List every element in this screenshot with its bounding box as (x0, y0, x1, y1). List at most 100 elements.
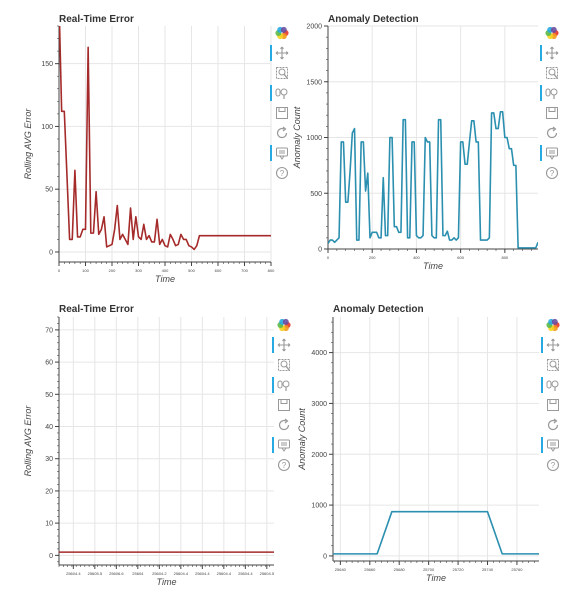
hover-tool-icon (547, 439, 559, 452)
chart-svg[interactable]: 0 500 1000 1500 2000 0 200 400 600 800 Time Anomaly… (290, 0, 578, 290)
chart-svg[interactable]: 0 1000 2000 3000 4000 25640 25660 25680 25700 257… (297, 297, 578, 594)
y-tick-label: 1000 (311, 503, 327, 510)
help-tool-button[interactable]: ? (540, 165, 562, 181)
x-tick-label: 25604.4 (217, 571, 232, 576)
chart-svg[interactable]: 0 10 20 30 40 50 60 70 25604.4 25605.5 25606.6 2560… (0, 297, 297, 594)
box-zoom-tool-button[interactable] (540, 65, 562, 81)
bokeh-logo-icon (277, 318, 291, 332)
bokeh-logo-icon (546, 318, 560, 332)
bokeh-logo-button[interactable] (270, 25, 292, 41)
x-tick-label: 25700 (423, 567, 435, 572)
pan-tool-button[interactable] (272, 337, 294, 353)
active-tool-indicator (270, 145, 272, 161)
x-tick-label: 400 (162, 268, 169, 273)
x-tick-label: 700 (241, 268, 248, 273)
wheel-zoom-tool-button[interactable] (270, 85, 292, 101)
y-tick-label: 1500 (306, 79, 322, 86)
active-tool-indicator (541, 437, 543, 453)
pan-tool-icon (545, 46, 559, 60)
active-tool-indicator (270, 85, 272, 101)
y-tick-label: 2000 (311, 452, 327, 459)
save-tool-icon (547, 399, 559, 411)
reset-tool-button[interactable] (540, 125, 562, 141)
x-axis-title: Time (426, 573, 446, 583)
chart-panel-real-time-error-bottom: Real-Time Error 0 10 20 30 40 50 60 70 25604.4 25… (0, 297, 297, 594)
reset-tool-icon (547, 418, 559, 431)
active-tool-indicator (541, 377, 543, 393)
hover-tool-button[interactable] (541, 437, 563, 453)
hover-tool-icon (278, 439, 290, 452)
x-tick-label: 200 (369, 255, 376, 260)
svg-text:?: ? (280, 169, 285, 178)
y-tick-label: 2000 (306, 24, 322, 31)
y-tick-label: 30 (45, 456, 53, 463)
y-tick-label: 60 (45, 360, 53, 367)
chart-title: Anomaly Detection (328, 14, 419, 25)
y-tick-label: 100 (41, 124, 53, 131)
wheel-zoom-tool-icon (275, 88, 288, 99)
bokeh-logo-icon (545, 26, 559, 40)
y-tick-label: 70 (45, 327, 53, 334)
wheel-zoom-tool-button[interactable] (541, 377, 563, 393)
box-zoom-tool-icon (547, 359, 559, 371)
save-tool-button[interactable] (541, 397, 563, 413)
active-tool-indicator (272, 437, 274, 453)
x-tick-label: 25604.4 (238, 571, 253, 576)
active-tool-indicator (541, 337, 543, 353)
save-tool-icon (278, 399, 290, 411)
x-tick-label: 25604.2 (152, 571, 167, 576)
box-zoom-tool-button[interactable] (272, 357, 294, 373)
hover-tool-button[interactable] (272, 437, 294, 453)
hover-tool-button[interactable] (540, 145, 562, 161)
x-tick-label: 600 (457, 255, 464, 260)
y-tick-label: 0 (49, 249, 53, 256)
help-tool-button[interactable]: ? (270, 165, 292, 181)
hover-tool-button[interactable] (270, 145, 292, 161)
save-tool-button[interactable] (270, 105, 292, 121)
pan-tool-button[interactable] (540, 45, 562, 61)
svg-text:?: ? (550, 169, 555, 178)
box-zoom-tool-button[interactable] (541, 357, 563, 373)
chart-panel-anomaly-detection-top: Anomaly Detection 0 500 1000 1500 2000 0 200 40… (290, 0, 578, 290)
chart-panel-anomaly-detection-bottom: Anomaly Detection 0 1000 2000 3000 4000 25640… (297, 297, 578, 594)
active-tool-indicator (272, 337, 274, 353)
wheel-zoom-tool-button[interactable] (272, 377, 294, 393)
y-axis-title: Anomaly Count (292, 106, 302, 169)
bokeh-logo-button[interactable] (541, 317, 563, 333)
active-tool-indicator (272, 377, 274, 393)
pan-tool-button[interactable] (270, 45, 292, 61)
save-tool-button[interactable] (540, 105, 562, 121)
y-tick-label: 0 (318, 247, 322, 254)
series-line (333, 510, 539, 555)
active-tool-indicator (540, 145, 542, 161)
svg-text:?: ? (551, 461, 556, 470)
hover-tool-icon (276, 147, 288, 160)
wheel-zoom-tool-button[interactable] (540, 85, 562, 101)
x-tick-label: 25680 (394, 567, 406, 572)
reset-tool-button[interactable] (272, 417, 294, 433)
series-line (59, 26, 271, 251)
box-zoom-tool-button[interactable] (270, 65, 292, 81)
chart-svg[interactable]: 0 50 100 150 0 100 200 300 400 500 600 700 800 Time Ro… (0, 0, 290, 290)
pan-tool-button[interactable] (541, 337, 563, 353)
help-tool-button[interactable]: ? (272, 457, 294, 473)
reset-tool-button[interactable] (541, 417, 563, 433)
x-tick-label: 300 (135, 268, 142, 273)
x-tick-label: 25640 (335, 567, 347, 572)
y-axis-title: Rolling AVG Error (23, 405, 33, 477)
save-tool-button[interactable] (272, 397, 294, 413)
help-tool-icon: ? (277, 458, 291, 472)
help-tool-button[interactable]: ? (541, 457, 563, 473)
x-axis-title: Time (423, 261, 443, 271)
x-tick-label: 25606.6 (109, 571, 124, 576)
y-tick-label: 0 (323, 553, 327, 560)
reset-tool-icon (546, 126, 558, 139)
reset-tool-button[interactable] (270, 125, 292, 141)
pan-tool-icon (277, 338, 291, 352)
bokeh-logo-button[interactable] (272, 317, 294, 333)
x-tick-label: 25604 (132, 571, 144, 576)
x-tick-label: 25604.4 (66, 571, 81, 576)
x-axis-title: Time (157, 577, 177, 587)
bokeh-logo-button[interactable] (540, 25, 562, 41)
y-tick-label: 4000 (311, 350, 327, 357)
